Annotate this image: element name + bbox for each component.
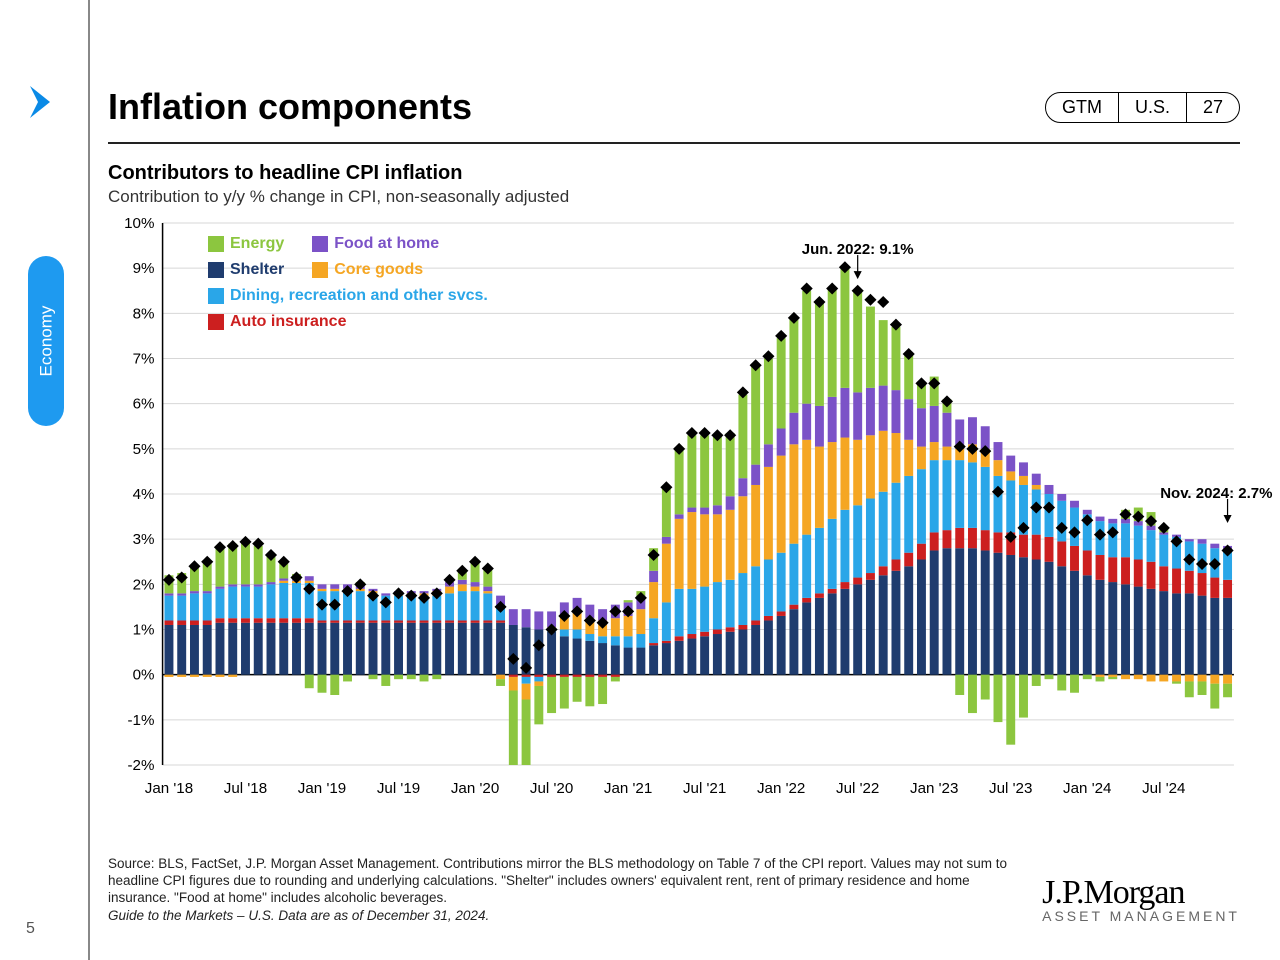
svg-text:Jan '20: Jan '20 — [451, 780, 499, 797]
badge-region: U.S. — [1118, 93, 1186, 122]
svg-text:8%: 8% — [133, 305, 155, 322]
section-tab: Economy — [28, 256, 64, 426]
vertical-divider — [88, 0, 90, 960]
badge-page: 27 — [1186, 93, 1239, 122]
svg-text:6%: 6% — [133, 396, 155, 413]
cpi-components-chart: -2% -1% 0% 1% 2% 3% 4% 5% 6% 7% 8% 9% 10% Jan '18 Jul … — [108, 217, 1240, 807]
svg-text:4%: 4% — [133, 486, 155, 503]
svg-text:-1%: -1% — [128, 712, 155, 729]
svg-text:Jan '22: Jan '22 — [757, 780, 805, 797]
svg-text:2%: 2% — [133, 576, 155, 593]
chart-annotation: Nov. 2024: 2.7% — [1160, 485, 1272, 502]
legend-item-core: Core goods — [312, 257, 423, 283]
svg-text:5%: 5% — [133, 441, 155, 458]
source-note: Source: BLS, FactSet, J.P. Morgan Asset … — [108, 855, 1012, 924]
title-rule — [108, 142, 1240, 144]
svg-text:Jul '22: Jul '22 — [836, 780, 879, 797]
page-title: Inflation components — [108, 86, 472, 128]
svg-text:Jan '24: Jan '24 — [1063, 780, 1111, 797]
legend-item-food: Food at home — [312, 231, 439, 257]
svg-text:7%: 7% — [133, 351, 155, 368]
badge-gtm: GTM — [1046, 93, 1118, 122]
header-badges: GTM U.S. 27 — [1045, 92, 1240, 123]
svg-text:0%: 0% — [133, 667, 155, 684]
page-number: 5 — [26, 920, 35, 938]
legend-item-energy: Energy — [208, 231, 284, 257]
chart-title: Contributors to headline CPI inflation — [108, 162, 1280, 185]
svg-text:10%: 10% — [124, 217, 154, 232]
svg-text:Jul '20: Jul '20 — [530, 780, 573, 797]
svg-text:1%: 1% — [133, 622, 155, 639]
legend-item-auto: Auto insurance — [208, 309, 346, 335]
svg-text:Jul '23: Jul '23 — [989, 780, 1032, 797]
legend-item-shelter: Shelter — [208, 257, 284, 283]
chart-legend: Energy Food at home Shelter Core goodsDinin… — [208, 231, 488, 335]
svg-text:3%: 3% — [133, 531, 155, 548]
svg-text:-2%: -2% — [128, 757, 155, 774]
brand-logo: J.P.Morgan ASSET MANAGEMENT — [1042, 874, 1240, 924]
chart-annotation: Jun. 2022: 9.1% — [802, 241, 914, 258]
svg-text:Jan '18: Jan '18 — [145, 780, 193, 797]
svg-text:Jul '18: Jul '18 — [224, 780, 267, 797]
chart-subtitle: Contribution to y/y % change in CPI, non… — [108, 187, 1280, 207]
svg-text:Jul '19: Jul '19 — [377, 780, 420, 797]
svg-text:Jul '21: Jul '21 — [683, 780, 726, 797]
svg-text:Jul '24: Jul '24 — [1142, 780, 1185, 797]
nav-arrow-icon — [22, 82, 62, 127]
svg-text:9%: 9% — [133, 260, 155, 277]
svg-text:Jan '23: Jan '23 — [910, 780, 958, 797]
legend-item-dining: Dining, recreation and other svcs. — [208, 283, 488, 309]
section-tab-label: Economy — [36, 306, 56, 377]
svg-text:Jan '19: Jan '19 — [298, 780, 346, 797]
svg-text:Jan '21: Jan '21 — [604, 780, 652, 797]
